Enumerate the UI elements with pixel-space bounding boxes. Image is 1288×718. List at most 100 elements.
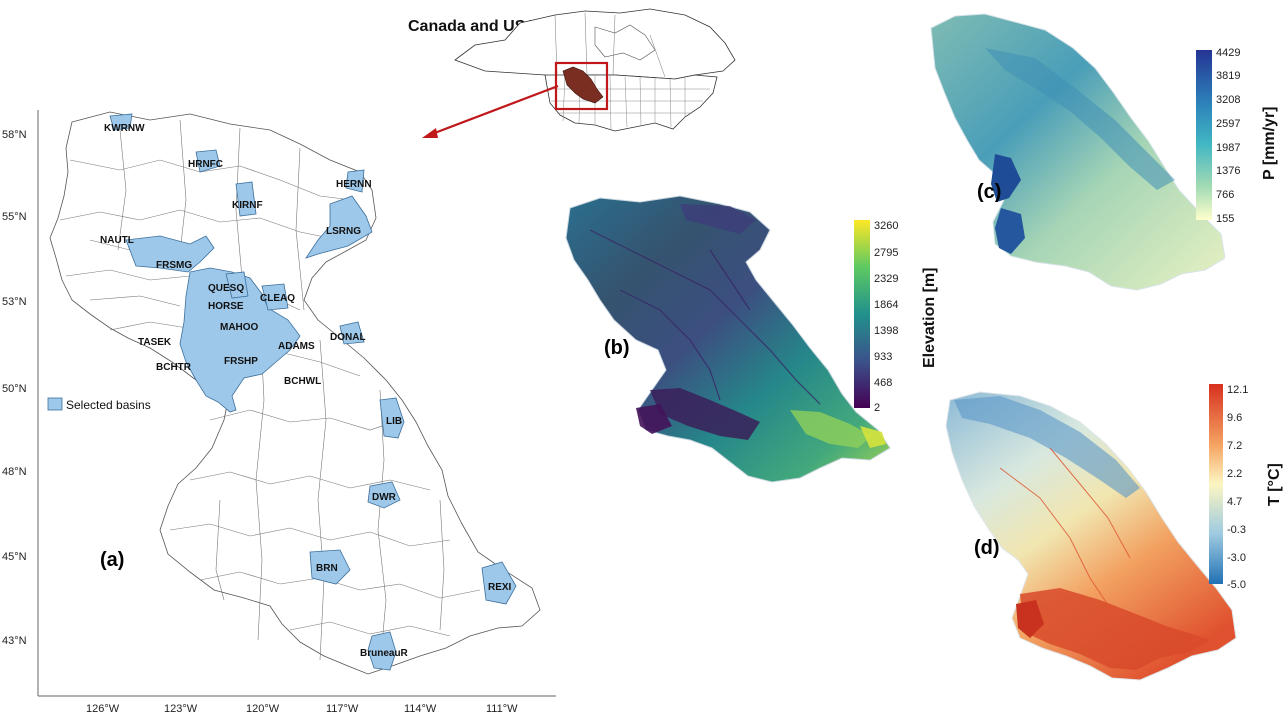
colorbar-tick: 12.1 [1227, 384, 1248, 396]
basin-rexi [481, 561, 517, 605]
basin-label: DONAL [330, 332, 366, 343]
legend-label: Selected basins [66, 398, 151, 412]
colorbar-tick: 1987 [1216, 142, 1240, 154]
basin-hrnfc [195, 149, 221, 173]
lat-tick-label: 50°N [2, 383, 27, 395]
colorbar-tick: 3260 [874, 220, 898, 232]
colorbar-tick: 468 [874, 377, 892, 389]
colorbar-tick: 9.6 [1227, 412, 1242, 424]
colorbar-tick: 2329 [874, 273, 898, 285]
basin-label: BRN [316, 563, 338, 574]
colorbar-tick: 155 [1216, 213, 1234, 225]
basin-label: MAHOO [220, 322, 259, 333]
basin-donal [339, 321, 365, 345]
basin-main-fraser [179, 267, 301, 413]
lat-ticks: 58°N 55°N 53°N 50°N 48°N 45°N 43°N [2, 129, 27, 647]
colorbar-tick: 1864 [874, 299, 898, 311]
lon-tick-label: 126°W [86, 703, 120, 715]
colorbar-tick: 4429 [1216, 48, 1240, 59]
basin-label: BCHTR [156, 362, 192, 373]
panel-c-precip-map: (c) [930, 13, 1225, 291]
lon-tick-label: 114°W [404, 703, 437, 715]
lon-tick-label: 111°W [486, 703, 518, 715]
lon-tick-label: 117°W [326, 703, 359, 715]
basin-cleaq [261, 283, 289, 311]
basin-label: FRSMG [156, 260, 192, 271]
colorbar-tick: 2.2 [1227, 468, 1242, 480]
lon-tick-label: 123°W [164, 703, 198, 715]
colorbar-tick: 1376 [1216, 165, 1240, 177]
colorbar-tick: 3208 [1216, 94, 1240, 106]
colorbar-tick: 2 [874, 402, 880, 414]
panel-b-letter: (b) [604, 337, 630, 359]
colorbar-tick: 7.2 [1227, 440, 1242, 452]
basin-label: DWR [372, 492, 397, 503]
colorbar-tick: 2795 [874, 247, 898, 259]
basin-kirnf [235, 181, 257, 217]
basin-label: HERNN [336, 179, 372, 190]
colorbar-tick: -3.0 [1227, 552, 1246, 564]
inset-study-basin [562, 66, 604, 104]
basin-label: LIB [386, 416, 402, 427]
basin-hernn [345, 169, 365, 193]
colorbar-tick: 2597 [1216, 118, 1240, 130]
lat-tick-label: 48°N [2, 466, 27, 478]
lat-tick-label: 58°N [2, 129, 27, 141]
lat-tick-label: 43°N [2, 635, 27, 647]
basin-label: KWRNW [104, 123, 145, 134]
colorbar-tick: 3819 [1216, 70, 1240, 82]
panel-a-letter: (a) [100, 549, 124, 571]
panel-b-elevation-map: (b) [565, 195, 891, 483]
basin-label: ADAMS [278, 341, 315, 352]
basin-kwrnw [109, 113, 133, 131]
basin-brn [309, 549, 351, 585]
basin-label: LSRNG [326, 226, 361, 237]
basin-label: TASEK [138, 337, 172, 348]
panel-c-letter: (c) [977, 181, 1001, 203]
inset-title: Canada and USA [408, 18, 537, 35]
lat-tick-label: 45°N [2, 551, 27, 563]
basin-label: BruneauR [360, 648, 409, 659]
colorbar-tick: 1398 [874, 325, 898, 337]
colorbar-tick: 766 [1216, 189, 1234, 201]
basin-label: QUESQ [208, 283, 244, 294]
basin-label: HORSE [208, 301, 244, 312]
legend-swatch [47, 397, 63, 411]
inset-arrow [422, 84, 559, 138]
selected-basins [109, 113, 517, 671]
lat-tick-label: 55°N [2, 211, 27, 223]
panel-d-letter: (d) [974, 537, 1000, 559]
basin-frsmg-upper [125, 235, 215, 273]
basin-quesq [225, 271, 249, 299]
basin-label: FRSHP [224, 356, 258, 367]
colorbar-tick: 933 [874, 351, 892, 363]
colorbar-title: Elevation [m] [921, 268, 938, 368]
panel-d-temperature-map: (d) [945, 391, 1237, 681]
basin-label: CLEAQ [260, 293, 295, 304]
basin-dwr [367, 481, 401, 509]
lon-tick-label: 120°W [246, 703, 280, 715]
colorbar-tick: -5.0 [1227, 579, 1246, 591]
basin-lib [379, 397, 405, 439]
colorbar-precip: 4429 3819 3208 2597 1987 1376 766 155 P … [1196, 48, 1278, 225]
basin-label: NAUTL [100, 235, 134, 246]
basin-label: BCHWL [284, 376, 321, 387]
basin-lsrng [305, 195, 373, 259]
colorbar-tick: 4.7 [1227, 496, 1242, 508]
lon-ticks: 126°W 123°W 120°W 117°W 114°W 111°W [86, 703, 518, 715]
basin-label: REXI [488, 582, 512, 593]
panel-a-basin-map: KWRNW HRNFC HERNN KIRNF LSRNG NAUTL FRSM… [2, 110, 556, 715]
basin-label: KIRNF [232, 200, 263, 211]
colorbar-title: P [mm/yr] [1261, 106, 1278, 180]
colorbar-tick: -0.3 [1227, 524, 1246, 536]
colorbar-title: T [°C] [1266, 463, 1283, 506]
basin-label: HRNFC [188, 159, 223, 170]
colorbar-elevation: 3260 2795 2329 1864 1398 933 468 2 Eleva… [854, 220, 938, 414]
precip-basin-shape [930, 13, 1225, 291]
basin-outline-group [49, 111, 541, 675]
basin-bruneaur [367, 631, 397, 671]
lat-tick-label: 53°N [2, 296, 27, 308]
basin-labels: KWRNW HRNFC HERNN KIRNF LSRNG NAUTL FRSM… [100, 123, 512, 659]
inset-north-america-map [454, 8, 736, 132]
colorbar-temperature: 12.1 9.6 7.2 2.2 4.7 -0.3 -3.0 -5.0 T [°… [1209, 384, 1283, 591]
